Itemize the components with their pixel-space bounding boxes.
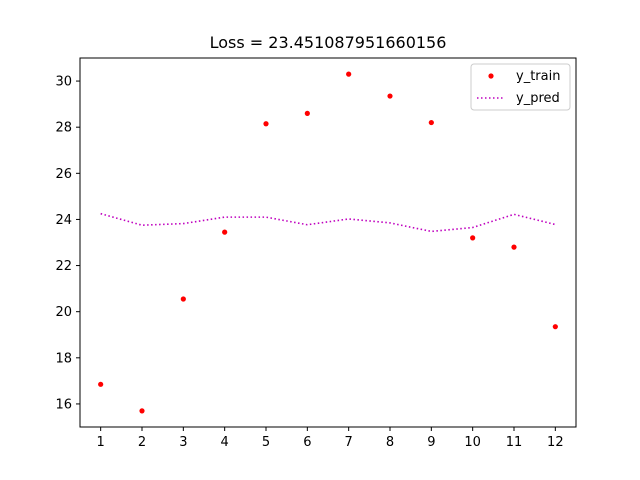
x-tick-label: 4: [221, 435, 229, 450]
data-point-y-train: [428, 119, 434, 126]
legend: y_train y_pred: [470, 63, 571, 111]
x-tick-label: 7: [345, 435, 353, 450]
legend-marker-y-train: [488, 73, 494, 79]
x-tick-label: 9: [427, 435, 435, 450]
y-tick-label: 30: [55, 75, 72, 90]
y-tick-label: 26: [55, 167, 72, 182]
y-tick-label: 22: [55, 259, 72, 274]
data-point-y-train: [98, 381, 104, 387]
data-point-y-train: [552, 324, 558, 330]
x-tick-label: 5: [262, 435, 270, 450]
data-point-y-train: [387, 93, 393, 99]
y-tick-label: 24: [55, 213, 72, 228]
x-tick-label: 3: [179, 435, 187, 450]
x-tick-label: 8: [386, 435, 394, 450]
x-tick-label: 10: [464, 435, 481, 450]
y-tick-label: 28: [55, 121, 72, 136]
plot-area: [98, 71, 558, 414]
data-point-y-train: [304, 110, 310, 116]
data-point-y-train: [180, 296, 186, 302]
series-line-y-pred: [100, 212, 556, 233]
y-tick-label: 18: [55, 351, 72, 366]
data-point-y-train: [263, 121, 269, 127]
y-tick-label: 20: [55, 305, 72, 320]
legend-box: [470, 63, 571, 111]
x-tick-label: 6: [303, 435, 311, 450]
y-tick-label: 16: [55, 397, 72, 412]
data-point-y-train: [470, 235, 476, 241]
x-axis: 1 2 3 4 5 6 7 8 9 10 11 12: [97, 427, 564, 450]
legend-label-y-train: y_train: [516, 69, 560, 84]
x-tick-label: 11: [506, 435, 523, 450]
x-tick-label: 2: [138, 435, 146, 450]
y-axis: 16 18 20 22 24 26 28 30: [55, 75, 80, 412]
data-point-y-train: [139, 408, 145, 414]
legend-label-y-pred: y_pred: [516, 91, 560, 106]
x-tick-label: 1: [97, 435, 105, 450]
data-point-y-train: [222, 229, 228, 235]
data-point-y-train: [511, 244, 517, 250]
x-tick-label: 12: [547, 435, 564, 450]
chart-title: Loss = 23.451087951660156: [210, 33, 447, 52]
data-point-y-train: [346, 71, 352, 77]
axes-frame: [79, 57, 577, 428]
